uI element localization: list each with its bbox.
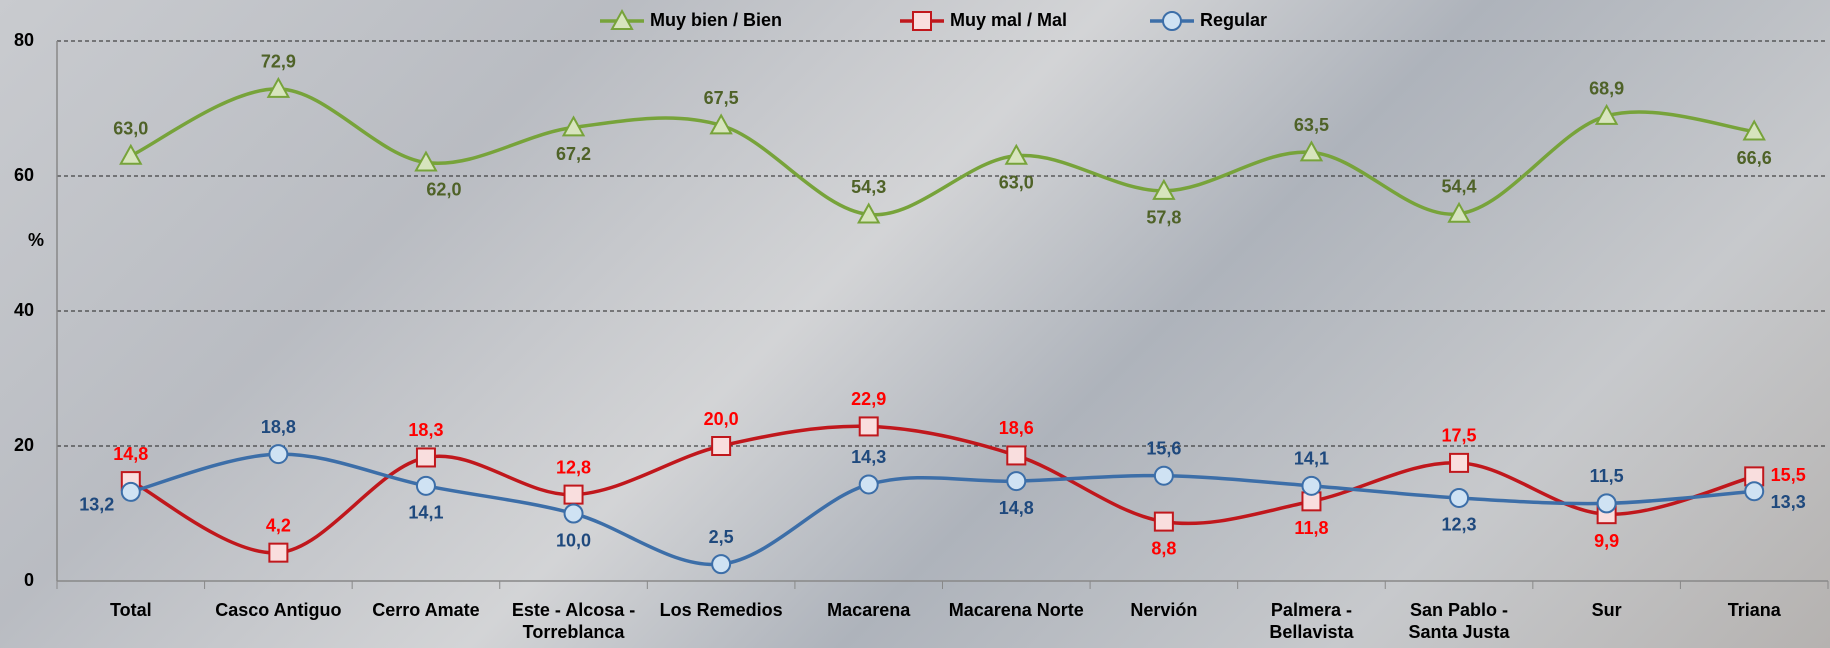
value-label: 72,9 (261, 52, 296, 72)
marker (415, 475, 436, 496)
value-label: 63,0 (113, 119, 148, 139)
value-label: 18,8 (261, 417, 296, 437)
marker (711, 554, 732, 575)
value-label: 63,0 (999, 173, 1034, 193)
legend-label: Muy bien / Bien (650, 10, 782, 30)
x-tick-label: Casco Antiguo (215, 600, 342, 620)
value-label: 10,0 (556, 530, 591, 550)
marker (1152, 178, 1176, 200)
value-label: 9,9 (1594, 531, 1619, 551)
x-tick-label: Macarena (827, 600, 911, 620)
marker (1449, 487, 1470, 508)
y-tick-label: 20 (14, 435, 34, 455)
marker (709, 113, 733, 135)
value-label: 14,8 (113, 444, 148, 464)
marker (1153, 465, 1174, 486)
value-label: 2,5 (709, 527, 734, 547)
value-label: 67,5 (704, 88, 739, 108)
value-label: 54,4 (1442, 177, 1477, 197)
series-line (130, 87, 1755, 217)
y-tick-label: 80 (14, 30, 34, 50)
value-label: 14,1 (408, 503, 443, 523)
value-label: 15,6 (1146, 438, 1181, 458)
value-label: 20,0 (704, 409, 739, 429)
value-label: 62,0 (426, 179, 461, 199)
value-label: 4,2 (266, 515, 291, 535)
marker (266, 76, 291, 98)
marker (1449, 452, 1470, 473)
legend-marker (912, 11, 932, 31)
x-tick-label: Los Remedios (659, 600, 783, 620)
y-tick-label: 40 (14, 300, 34, 320)
value-label: 17,5 (1442, 426, 1477, 446)
marker (1004, 143, 1028, 165)
value-label: 14,3 (851, 447, 886, 467)
series-line (130, 424, 1755, 555)
value-label: 67,2 (556, 144, 591, 164)
value-label: 13,3 (1771, 492, 1806, 512)
x-tick-label: Sur (1591, 600, 1622, 620)
marker (1596, 493, 1617, 514)
x-tick-label: Macarena Norte (948, 600, 1084, 620)
value-label: 13,2 (79, 495, 114, 515)
value-label: 18,3 (408, 420, 443, 440)
marker (711, 436, 732, 456)
marker (268, 444, 289, 465)
marker (119, 143, 143, 165)
x-tick-label: Nervión (1130, 600, 1198, 620)
marker (414, 150, 438, 172)
marker (563, 503, 584, 524)
x-tick-label: San Pablo - Santa Justa (1408, 600, 1510, 642)
x-tick-label: Este - Alcosa - Torreblanca (511, 600, 636, 642)
value-label: 14,8 (999, 498, 1034, 518)
value-label: 8,8 (1151, 538, 1176, 558)
value-label: 54,3 (851, 177, 886, 197)
marker (561, 115, 586, 137)
marker (563, 484, 584, 505)
x-tick-label: Palmera - Bellavista (1269, 600, 1354, 642)
value-label: 57,8 (1146, 208, 1181, 228)
value-label: 11,5 (1590, 466, 1624, 486)
x-tick-label: Triana (1727, 600, 1781, 620)
legend-marker (1162, 11, 1182, 31)
legend-label: Regular (1200, 10, 1267, 30)
x-tick-label: Total (109, 600, 152, 620)
marker (415, 447, 436, 468)
marker (1006, 445, 1027, 466)
y-tick-label: 0 (24, 570, 34, 590)
value-label: 12,8 (556, 457, 591, 477)
marker (1301, 475, 1322, 496)
value-label: 18,6 (999, 418, 1034, 438)
marker (858, 416, 879, 437)
y-tick-label: 60 (14, 165, 34, 185)
legend-label: Muy mal / Mal (950, 10, 1067, 30)
marker (1299, 140, 1324, 162)
value-label: 66,6 (1737, 148, 1772, 168)
legend-marker (610, 8, 634, 30)
marker (1744, 481, 1765, 502)
value-label: 12,3 (1442, 515, 1477, 535)
value-label: 63,5 (1294, 115, 1329, 135)
marker (858, 474, 879, 495)
value-label: 22,9 (851, 389, 886, 409)
value-label: 14,1 (1294, 449, 1329, 469)
y-axis-label: % (28, 230, 44, 250)
value-label: 68,9 (1589, 79, 1624, 99)
value-label: 11,8 (1294, 518, 1328, 538)
marker (268, 542, 289, 563)
x-tick-label: Cerro Amate (372, 600, 480, 620)
marker (1153, 511, 1174, 532)
series-line (130, 452, 1755, 567)
marker (1006, 471, 1027, 492)
marker (1447, 201, 1471, 223)
marker (1594, 103, 1619, 125)
marker (1742, 119, 1766, 141)
marker (857, 202, 881, 224)
marker (120, 481, 141, 502)
value-label: 15,5 (1771, 465, 1806, 485)
